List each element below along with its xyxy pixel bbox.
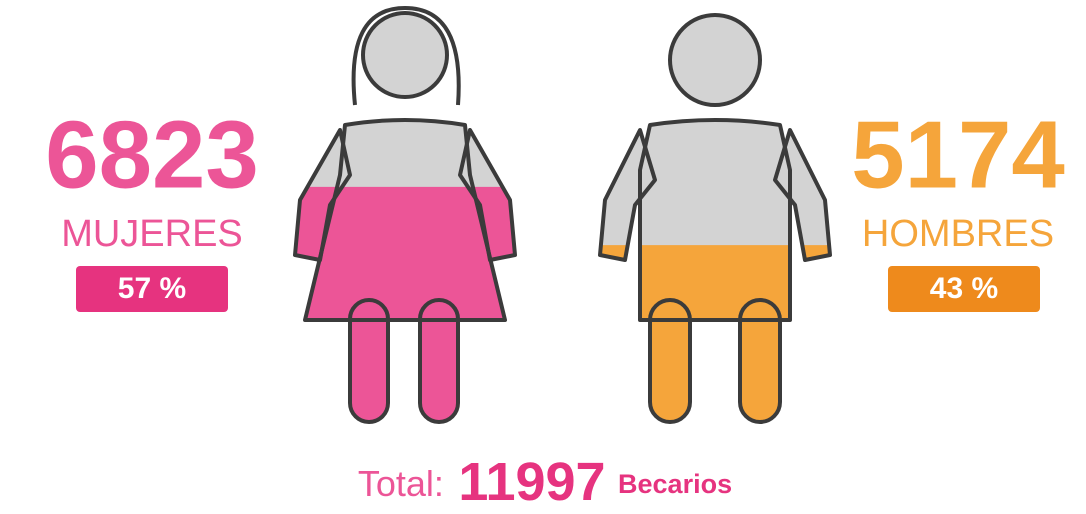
women-percent: 57 % (118, 272, 186, 305)
total: Total: 11997 Becarios (358, 452, 732, 512)
woman-hair (351, 6, 461, 106)
men-count: 5174 (851, 101, 1065, 208)
total-value: 11997 (458, 452, 605, 512)
women-count: 6823 (45, 101, 259, 208)
women-badge (76, 266, 228, 312)
total-unit: Becarios (618, 469, 732, 499)
women-label: MUJERES (61, 213, 243, 255)
men-badge (888, 266, 1040, 312)
total-prefix: Total: (358, 463, 444, 504)
men-label: HOMBRES (862, 213, 1054, 255)
men-percent: 43 % (930, 272, 998, 305)
